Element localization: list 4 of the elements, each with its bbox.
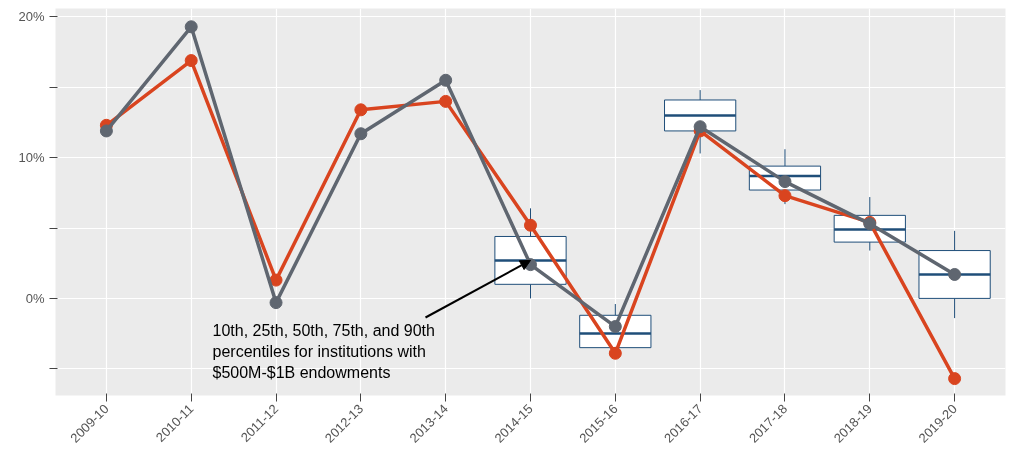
y-tick-label: 0%: [25, 290, 45, 306]
y-tick-label: 10%: [18, 150, 45, 166]
annotation: 10th, 25th, 50th, 75th, and 90th percentiles for institutions with $500M-$1B endowments: [212, 321, 435, 381]
y-tick-label: 20%: [18, 9, 45, 25]
